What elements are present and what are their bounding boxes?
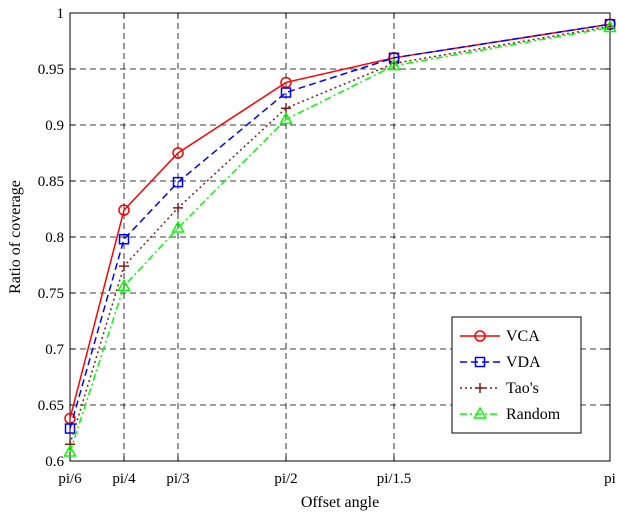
legend-label-tao-s: Tao's: [506, 380, 539, 397]
y-tick-label: 0.85: [38, 174, 64, 190]
legend-label-vda: VDA: [506, 354, 541, 371]
data-point-vda: [118, 233, 130, 245]
legend: VCA VDA Tao's Random: [451, 316, 582, 434]
series-group: [63, 18, 617, 457]
series-line-vda: [69, 23, 611, 429]
y-tick-label: 0.8: [45, 230, 64, 246]
data-point-vda: [280, 87, 292, 98]
y-tick-label: 0.7: [45, 342, 64, 358]
data-point-random: [117, 278, 131, 292]
data-point-tao-s: [281, 103, 291, 114]
data-point-vca: [172, 147, 184, 159]
y-tick-label: 0.95: [38, 62, 64, 78]
x-tick-label: pi/1.5: [377, 471, 412, 487]
y-tick-label: 0.9: [45, 118, 64, 134]
data-point-random: [63, 444, 77, 457]
y-tick-label: 1: [57, 6, 65, 22]
x-tick-label: pi/4: [112, 471, 136, 487]
legend-marker-vda: [474, 356, 486, 368]
legend-label-vca: VCA: [506, 328, 540, 345]
y-tick-label: 0.6: [45, 454, 64, 470]
data-point-vda: [172, 176, 184, 188]
y-axis-ticks: 0.6 0.65 0.7 0.75 0.8 0.85 0.9 0.95 1: [38, 6, 610, 470]
x-tick-label: pi/2: [274, 471, 297, 487]
y-tick-label: 0.75: [38, 286, 64, 302]
data-point-random: [279, 111, 293, 125]
series-line-random: [69, 26, 611, 453]
data-point-vca: [118, 204, 130, 216]
series-line-tao-s: [69, 25, 611, 445]
y-axis-label: Ratio of coverage: [7, 180, 24, 294]
x-axis-ticks: pi/6 pi/4 pi/3 pi/2 pi/1.5 pi: [58, 13, 616, 487]
legend-label-random: Random: [506, 406, 561, 423]
data-point-random: [171, 220, 185, 233]
data-point-tao-s: [119, 261, 129, 272]
data-point-tao-s: [173, 202, 183, 213]
legend-marker-random: [473, 406, 487, 419]
x-tick-label: pi/6: [58, 471, 82, 487]
legend-marker-tao-s: [475, 383, 485, 393]
data-point-random: [387, 58, 401, 71]
data-point-random: [603, 20, 617, 33]
x-tick-label: pi: [604, 471, 616, 487]
grid-lines: [70, 13, 610, 461]
legend-marker-vca: [474, 330, 486, 342]
series-random: [63, 20, 617, 457]
x-tick-label: pi/3: [166, 471, 189, 487]
y-tick-label: 0.65: [38, 398, 64, 414]
x-axis-label: Offset angle: [301, 494, 379, 511]
